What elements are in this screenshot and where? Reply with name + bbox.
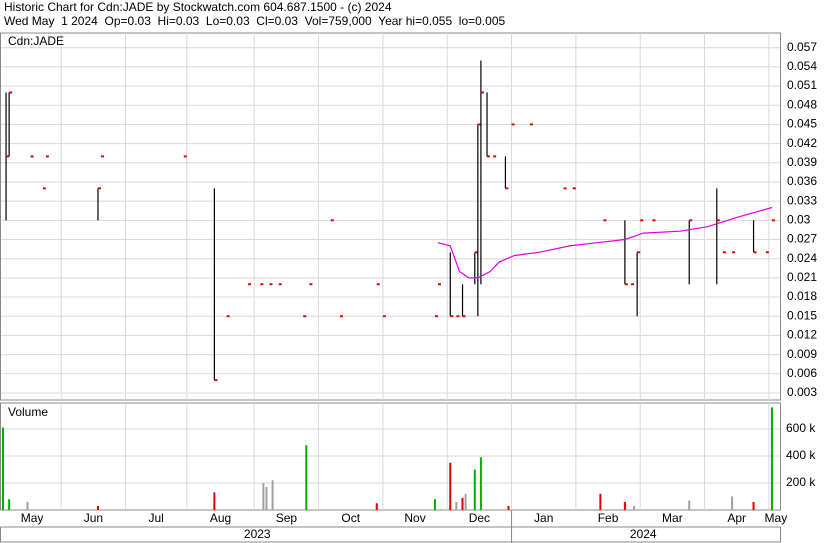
y-tick-label: 0.015 [787,308,817,322]
price-frame [0,32,781,401]
y-tick-label: 0.033 [787,193,817,207]
volume-panel: 600 k 400 k 200 k Volume [0,402,816,511]
x-tick-label: Dec [469,511,490,525]
year-frame [0,526,781,543]
x-tick-label: May [765,511,788,525]
x-tick-label: Oct [341,511,360,525]
volume-bar [96,505,99,510]
y-tick-label: 0.039 [787,155,817,169]
volume-bar [507,505,510,510]
volume-bar [265,487,268,510]
volume-bar [623,501,626,510]
volume-bar [375,503,378,510]
volume-bar [770,407,773,510]
y-tick-label: 0.054 [787,59,817,73]
volume-bar [752,501,755,510]
volume-bar [473,469,476,510]
y-tick-label: 0.042 [787,136,817,150]
x-tick-label: Feb [598,511,619,525]
y-tick-label: 0.009 [787,347,817,361]
volume-bar [688,500,691,510]
moving-average-line [437,206,773,279]
x-tick-label: Jul [149,511,164,525]
y-tick-label: 0.024 [787,251,817,265]
x-tick-label: Jun [84,511,103,525]
y-tick-label: 0.012 [787,328,817,342]
volume-bar [449,462,452,510]
x-tick-label: Aug [210,511,231,525]
y-tick-label: 200 k [786,475,816,489]
volume-frame [0,402,781,511]
x-tick-label: May [21,511,44,525]
chart-subtitle: Wed May 1 2024 Op=0.03 Hi=0.03 Lo=0.03 C… [4,14,505,28]
year-label: 2024 [630,527,657,541]
volume-bar [461,497,464,510]
volume-bar [455,501,458,510]
x-tick-label: Mar [662,511,683,525]
y-tick-label: 0.03 [787,213,811,227]
y-tick-label: 0.027 [787,232,817,246]
y-tick-label: 0.003 [787,385,817,399]
y-tick-label: 0.036 [787,174,817,188]
chart-title: Historic Chart for Cdn:JADE by Stockwatc… [4,0,392,14]
x-tick-label: Nov [404,511,425,525]
volume-bar [271,480,274,510]
volume-bar [599,493,602,510]
volume-bar [213,492,216,510]
volume-bar [305,445,308,510]
y-tick-label: 0.018 [787,289,817,303]
volume-bar [26,501,29,510]
y-tick-label: 0.006 [787,366,817,380]
volume-bar [2,427,4,510]
volume-bar [633,505,636,510]
y-tick-label: 0.048 [787,97,817,111]
volume-bar [433,499,436,510]
y-tick-label: 0.045 [787,117,817,131]
price-panel: 0.057 0.054 0.051 0.048 0.045 0.042 0.039 0.036… [0,32,817,401]
y-tick-label: 400 k [786,448,816,462]
y-tick-label: 0.051 [787,78,817,92]
y-tick-label: 600 k [786,421,816,435]
volume-bar [731,496,734,510]
x-tick-label: Jan [534,511,553,525]
y-tick-label: 0.057 [787,40,817,54]
volume-bar [464,493,467,510]
y-tick-label: 0.021 [787,270,817,284]
panel-label: Volume [8,405,48,419]
volume-bar [479,457,482,510]
x-tick-label: Sep [276,511,298,525]
year-label: 2023 [244,527,271,541]
panel-label: Cdn:JADE [8,34,64,48]
volume-bar [8,499,11,510]
x-tick-label: Apr [727,511,746,525]
volume-bar [262,482,265,510]
